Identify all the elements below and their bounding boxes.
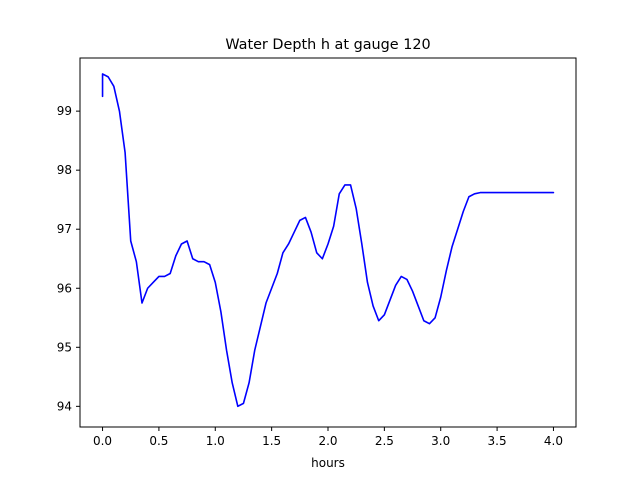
x-tick-label: 1.0: [206, 434, 225, 448]
y-tick-label: 99: [57, 104, 72, 118]
y-tick-label: 95: [57, 340, 72, 354]
x-tick-label: 3.0: [431, 434, 450, 448]
y-tick-label: 96: [57, 281, 72, 295]
x-tick-label: 2.5: [375, 434, 394, 448]
x-axis-ticks: 0.0 0.5 1.0 1.5 2.0 2.5 3.0 3.5 4.0: [93, 427, 563, 448]
x-tick-label: 0.5: [149, 434, 168, 448]
x-tick-label: 1.5: [262, 434, 281, 448]
series-layer: [101, 73, 555, 408]
x-axis-label: hours: [311, 456, 345, 470]
chart-title: Water Depth h at gauge 120: [225, 37, 430, 53]
y-tick-label: 98: [57, 163, 72, 177]
water-depth-line: [101, 73, 555, 408]
x-tick-label: 4.0: [544, 434, 563, 448]
y-tick-label: 97: [57, 222, 72, 236]
x-tick-label: 0.0: [93, 434, 112, 448]
x-tick-label: 2.0: [318, 434, 337, 448]
plot-frame: [79, 57, 577, 428]
x-tick-label: 3.5: [488, 434, 507, 448]
y-tick-label: 94: [57, 399, 72, 413]
y-axis-ticks: 94 95 96 97 98 99: [57, 104, 80, 413]
